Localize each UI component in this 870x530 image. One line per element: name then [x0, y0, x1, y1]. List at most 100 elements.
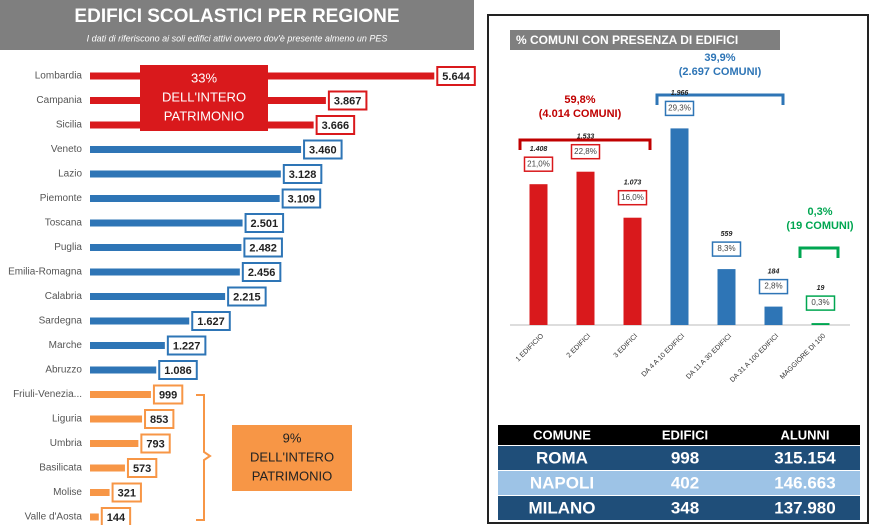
category-label: Lazio	[58, 169, 82, 180]
percent-label: 21,0%	[527, 159, 550, 168]
value-box	[281, 188, 322, 209]
percent-box	[523, 156, 554, 172]
value-label: 1.966	[671, 90, 689, 97]
annotation-text: DELL'INTERO	[162, 89, 246, 104]
value-box	[327, 90, 368, 111]
value-box	[244, 213, 285, 233]
value-label: 853	[150, 414, 168, 426]
bar	[90, 366, 157, 374]
category-label: Marche	[49, 340, 83, 351]
value-label: 2.456	[248, 267, 276, 279]
category-label: 3 EDIFICI	[613, 333, 640, 360]
red-bracket	[518, 138, 652, 150]
value-label: 3.128	[289, 169, 317, 181]
category-label: Abruzzo	[45, 365, 82, 376]
category-label: Campania	[36, 95, 82, 106]
annotation-text: PATRIMONIO	[164, 108, 244, 123]
value-box	[126, 458, 158, 478]
annotation-text: 39,9%	[704, 52, 735, 64]
percent-label: 0,3%	[811, 298, 829, 307]
value-label: 1.227	[173, 340, 201, 352]
value-label: 1.408	[530, 146, 548, 153]
value-box	[227, 286, 267, 307]
bar	[90, 342, 165, 349]
category-label: Liguria	[52, 414, 82, 425]
table-row-bg	[498, 496, 860, 520]
category-label: MAGGIORE DI 100	[779, 333, 827, 381]
title-banner	[0, 0, 474, 50]
right-panel	[487, 14, 869, 524]
value-label: 2.482	[249, 242, 277, 254]
category-label: Umbria	[50, 438, 83, 449]
category-label: Molise	[53, 487, 82, 498]
bar	[90, 244, 242, 251]
annotation-box	[232, 425, 352, 491]
value-label: 5.644	[442, 71, 470, 83]
bar	[90, 440, 139, 447]
right-title: % COMUNI CON PRESENZA DI EDIFICI	[516, 33, 738, 47]
value-label: 3.109	[288, 193, 316, 205]
bar	[90, 219, 243, 227]
table-header: ALUNNI	[780, 427, 829, 442]
bar	[90, 415, 143, 423]
bar	[90, 464, 125, 472]
table-header: COMUNE	[533, 427, 591, 442]
value-label: 1.073	[624, 180, 642, 187]
table-row-bg	[498, 446, 860, 470]
table-cell: 402	[671, 473, 699, 492]
category-label: DA 31 A 100 EDIFICI	[729, 333, 780, 384]
percent-box	[711, 241, 742, 257]
left-subtitle: I dati di riferiscono ai soli edifici at…	[87, 33, 388, 43]
category-label: DA 11 A 30 EDIFICI	[685, 333, 733, 381]
percent-label: 8,3%	[717, 244, 735, 253]
table-cell: MILANO	[528, 498, 595, 517]
percent-box	[805, 295, 836, 311]
value-box	[303, 139, 343, 160]
table-cell: 137.980	[774, 498, 835, 517]
percent-label: 2,8%	[764, 282, 782, 291]
category-label: Basilicata	[39, 463, 82, 474]
category-label: Veneto	[51, 144, 83, 155]
percent-label: 16,0%	[621, 193, 644, 202]
percent-label: 29,3%	[668, 104, 691, 113]
value-label: 2.215	[233, 291, 261, 303]
category-label: Piemonte	[40, 193, 83, 204]
value-label: 184	[768, 268, 780, 275]
value-box	[436, 66, 476, 86]
value-label: 573	[133, 463, 151, 475]
bar	[90, 146, 302, 153]
table-cell: 146.663	[774, 473, 835, 492]
bar	[90, 391, 151, 398]
value-box	[158, 360, 198, 380]
bar	[90, 268, 240, 276]
value-label: 144	[107, 512, 126, 524]
percent-label: 22,8%	[574, 147, 597, 156]
value-label: 3.666	[322, 120, 350, 132]
bar	[717, 269, 736, 325]
table-cell: 315.154	[774, 448, 836, 467]
bar	[764, 306, 783, 325]
category-label: Puglia	[54, 242, 82, 253]
value-label: 3.460	[309, 144, 337, 156]
category-label: DA 4 A 10 EDIFICI	[641, 333, 687, 379]
table-cell: NAPOLI	[530, 473, 594, 492]
annotation-text: 0,3%	[807, 206, 832, 218]
value-box	[282, 164, 323, 184]
value-label: 1.533	[577, 134, 595, 141]
annotation-text: 59,8%	[564, 94, 595, 106]
bar	[90, 489, 110, 496]
value-box	[140, 433, 171, 454]
value-label: 321	[118, 487, 136, 499]
bar	[623, 217, 642, 325]
category-label: Calabria	[45, 291, 83, 302]
green-bracket	[798, 246, 840, 258]
category-label: 2 EDIFICI	[566, 333, 593, 360]
value-label: 559	[721, 231, 733, 238]
table-header: EDIFICI	[662, 427, 708, 442]
category-label: Lombardia	[35, 71, 83, 82]
percent-box	[758, 278, 789, 295]
value-label: 1.086	[164, 365, 192, 377]
value-box	[166, 335, 207, 356]
table-cell: 348	[671, 498, 699, 517]
